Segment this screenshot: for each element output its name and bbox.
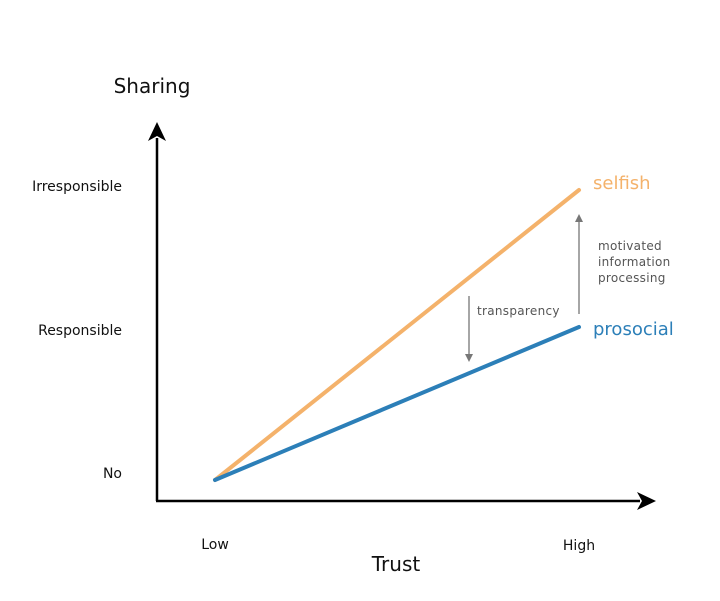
y-tick-responsible: Responsible <box>38 323 122 339</box>
motivated-annotation-line-3: processing <box>598 271 666 285</box>
prosocial-line <box>213 325 581 482</box>
selfish-label: selfish <box>593 173 651 194</box>
motivated-annotation-line-1: motivated <box>598 239 662 253</box>
transparency-annotation: transparency <box>477 304 560 318</box>
y-tick-no: No <box>103 466 122 482</box>
y-tick-irresponsible: Irresponsible <box>32 179 122 195</box>
y-axis-title: Sharing <box>114 74 191 98</box>
x-axis-arrowhead <box>637 492 656 510</box>
prosocial-label: prosocial <box>593 319 674 340</box>
motivated-annotation-line-2: information <box>598 255 671 269</box>
selfish-line <box>213 188 581 482</box>
x-tick-low: Low <box>201 537 229 553</box>
y-axis-arrowhead <box>148 122 166 141</box>
x-axis-title: Trust <box>371 552 421 576</box>
x-tick-high: High <box>563 538 595 554</box>
